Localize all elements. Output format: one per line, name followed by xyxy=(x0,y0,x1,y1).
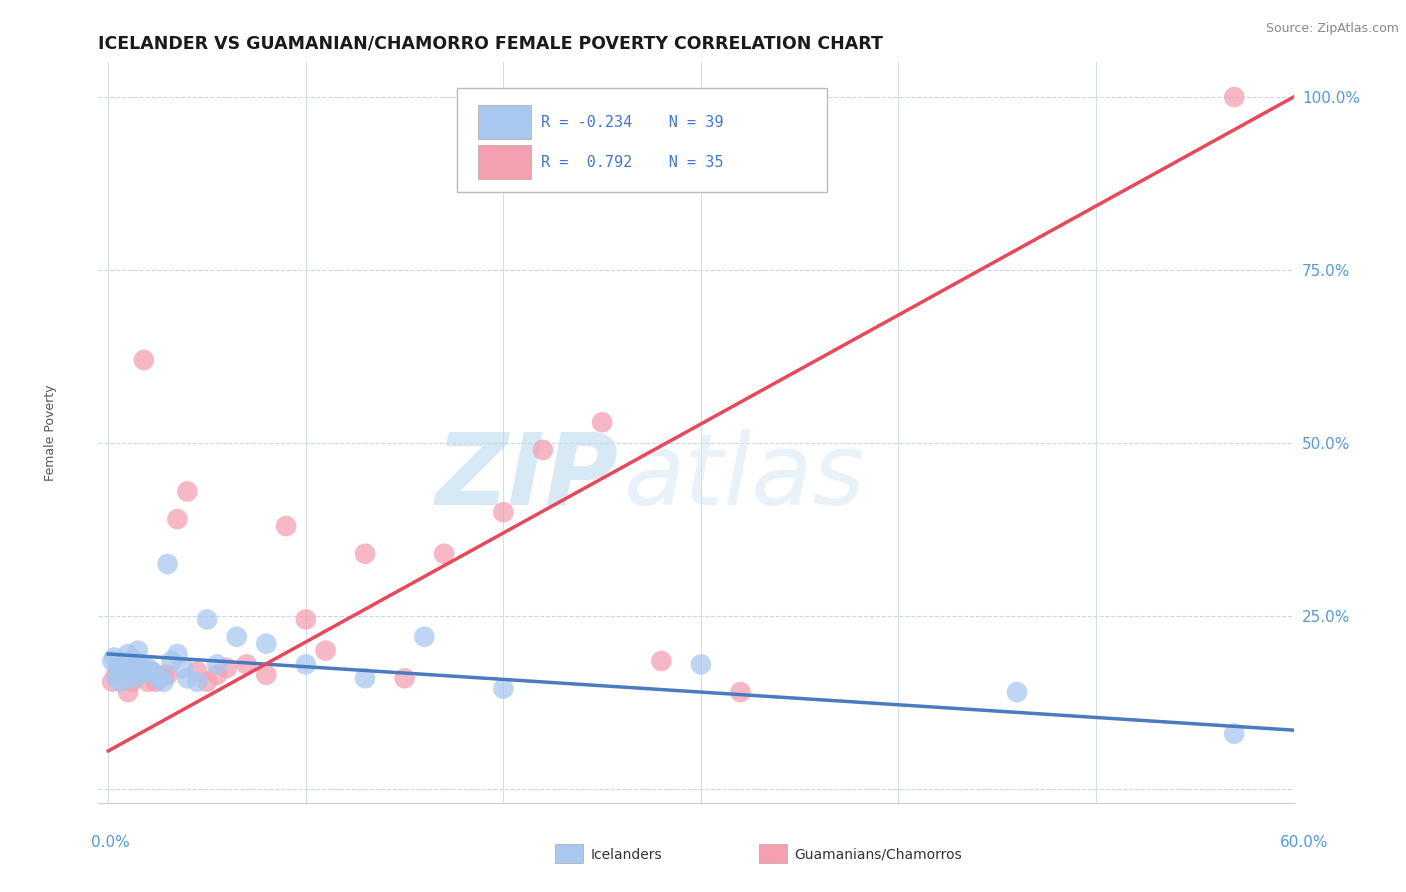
Point xyxy=(1223,726,1246,740)
Text: Icelanders: Icelanders xyxy=(591,847,662,862)
Point xyxy=(254,667,277,681)
Point xyxy=(101,674,124,689)
Point xyxy=(166,512,188,526)
Text: Source: ZipAtlas.com: Source: ZipAtlas.com xyxy=(1265,22,1399,36)
Point xyxy=(1005,685,1028,699)
Point xyxy=(274,519,297,533)
Point xyxy=(156,557,179,571)
Text: R =  0.792    N = 35: R = 0.792 N = 35 xyxy=(541,155,723,169)
Point xyxy=(650,654,672,668)
Point xyxy=(531,442,554,457)
Point xyxy=(591,415,613,429)
Point xyxy=(149,671,172,685)
Text: ICELANDER VS GUAMANIAN/CHAMORRO FEMALE POVERTY CORRELATION CHART: ICELANDER VS GUAMANIAN/CHAMORRO FEMALE P… xyxy=(98,35,883,53)
Point xyxy=(115,665,138,679)
Point xyxy=(176,484,198,499)
Point xyxy=(433,547,456,561)
Point xyxy=(141,665,163,679)
Point xyxy=(730,685,752,699)
Point xyxy=(108,665,131,679)
FancyBboxPatch shape xyxy=(457,88,827,192)
Point xyxy=(129,667,152,681)
Point xyxy=(160,654,183,668)
Point xyxy=(121,671,143,685)
Text: atlas: atlas xyxy=(624,428,866,525)
Point xyxy=(195,612,218,626)
Point xyxy=(127,643,149,657)
Point xyxy=(205,657,228,672)
Point xyxy=(112,657,135,672)
Point xyxy=(125,667,148,681)
Point xyxy=(132,353,155,368)
Point xyxy=(121,674,143,689)
Point xyxy=(254,637,277,651)
Point xyxy=(112,661,135,675)
Text: ZIP: ZIP xyxy=(436,428,619,525)
Point xyxy=(295,612,318,626)
Point xyxy=(132,661,155,675)
Point xyxy=(145,667,167,681)
Point xyxy=(117,685,139,699)
Point xyxy=(215,661,238,675)
Text: Female Poverty: Female Poverty xyxy=(44,384,58,481)
Point xyxy=(108,674,131,689)
FancyBboxPatch shape xyxy=(478,105,531,139)
Point xyxy=(1223,90,1246,104)
Point xyxy=(176,671,198,685)
Point xyxy=(172,661,194,675)
Point xyxy=(394,671,416,685)
FancyBboxPatch shape xyxy=(478,145,531,179)
Point xyxy=(186,674,208,689)
Point xyxy=(195,674,218,689)
Text: 0.0%: 0.0% xyxy=(91,836,131,850)
Point xyxy=(225,630,247,644)
Point xyxy=(111,667,134,681)
Point xyxy=(235,657,257,672)
Point xyxy=(107,661,129,675)
Point xyxy=(118,654,141,668)
Point xyxy=(122,661,145,675)
Point xyxy=(136,674,159,689)
Point xyxy=(131,665,153,679)
Point xyxy=(205,667,228,681)
Point xyxy=(690,657,713,672)
Point xyxy=(315,643,337,657)
Point xyxy=(492,681,515,696)
Point xyxy=(103,650,125,665)
Text: 60.0%: 60.0% xyxy=(1281,836,1329,850)
Point xyxy=(125,654,148,668)
Point xyxy=(152,667,174,681)
Point xyxy=(129,661,152,675)
Text: Guamanians/Chamorros: Guamanians/Chamorros xyxy=(794,847,962,862)
Point xyxy=(156,667,179,681)
Point xyxy=(354,671,377,685)
Point xyxy=(101,654,124,668)
Point xyxy=(105,671,128,685)
Point xyxy=(145,674,167,689)
Point xyxy=(166,647,188,661)
Point xyxy=(136,661,159,675)
Point xyxy=(186,665,208,679)
Point xyxy=(149,671,172,685)
Point xyxy=(413,630,436,644)
Point xyxy=(295,657,318,672)
Point xyxy=(105,667,128,681)
Point xyxy=(354,547,377,561)
Point xyxy=(152,674,174,689)
Text: R = -0.234    N = 39: R = -0.234 N = 39 xyxy=(541,115,723,130)
Point xyxy=(492,505,515,519)
Point xyxy=(117,647,139,661)
Point xyxy=(141,665,163,679)
